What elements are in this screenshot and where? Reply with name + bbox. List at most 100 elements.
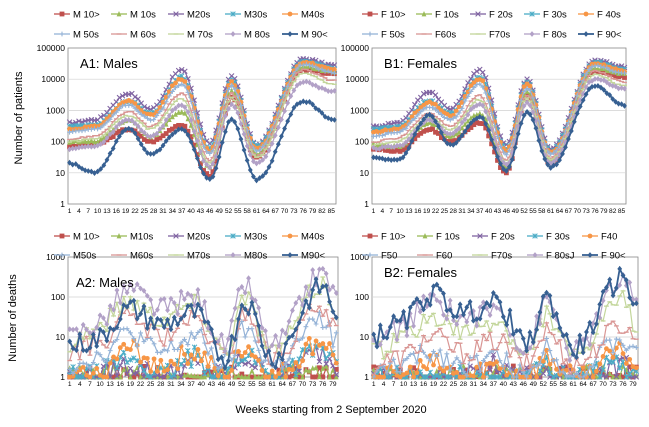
- x-tick-label: 43: [208, 381, 216, 388]
- data-point: [129, 117, 135, 124]
- data-point: [259, 374, 265, 380]
- data-point: [303, 61, 309, 67]
- legend-label: F70s: [489, 30, 510, 41]
- data-point: [330, 367, 336, 373]
- data-point: [239, 319, 245, 324]
- data-point: [182, 127, 188, 134]
- data-point: [87, 344, 93, 351]
- data-point: [554, 357, 559, 363]
- data-point: [131, 355, 137, 361]
- data-point: [194, 152, 200, 157]
- data-point: [627, 364, 633, 370]
- data-point: [590, 374, 596, 380]
- x-tick-label: 52: [520, 208, 528, 215]
- data-point: [527, 329, 533, 336]
- data-point: [213, 153, 219, 160]
- data-point: [587, 341, 593, 348]
- legend-label: M30s: [244, 10, 267, 21]
- data-point: [377, 341, 383, 348]
- data-point: [620, 374, 626, 380]
- x-tick-label: 22: [131, 208, 139, 215]
- x-tick-label: 31: [167, 381, 175, 388]
- data-point: [97, 114, 104, 120]
- x-tick-label: 49: [512, 208, 520, 215]
- data-point: [427, 291, 433, 298]
- data-point: [286, 374, 292, 380]
- data-point: [377, 322, 383, 329]
- data-point: [229, 87, 235, 94]
- data-point: [198, 306, 204, 313]
- data-point: [430, 126, 435, 132]
- data-point: [134, 343, 140, 349]
- data-point: [279, 116, 284, 123]
- data-point: [421, 349, 426, 355]
- data-point: [391, 369, 397, 374]
- data-point: [414, 296, 420, 302]
- legend-entry: F 90<: [582, 251, 626, 262]
- series-a1-9: [67, 98, 337, 184]
- data-point: [415, 125, 421, 132]
- data-point: [317, 365, 322, 371]
- data-point: [427, 301, 433, 308]
- data-point: [317, 266, 322, 273]
- data-point: [300, 309, 305, 316]
- x-tick-label: 31: [159, 208, 167, 215]
- data-point: [468, 120, 474, 127]
- data-point: [275, 141, 281, 148]
- data-point: [489, 111, 495, 117]
- data-point: [114, 365, 120, 371]
- legend-label: M10s: [130, 232, 153, 243]
- data-point: [527, 374, 533, 380]
- data-point: [135, 123, 141, 130]
- data-point: [80, 364, 86, 370]
- data-point: [288, 76, 294, 82]
- series-a1-5: [67, 61, 337, 156]
- data-point: [436, 109, 441, 115]
- data-point: [418, 109, 424, 115]
- data-point: [374, 343, 380, 350]
- data-point: [160, 99, 166, 105]
- data-point: [490, 302, 496, 308]
- data-point: [515, 130, 521, 137]
- data-point: [456, 125, 462, 132]
- legend-entry: F 20s: [472, 232, 515, 243]
- y-tick-label: 1000: [46, 105, 65, 115]
- data-point: [453, 114, 459, 120]
- x-tick-label: 1: [68, 381, 72, 388]
- data-point: [182, 351, 187, 357]
- data-point: [226, 83, 231, 88]
- x-tick-label: 40: [500, 381, 508, 388]
- data-point: [401, 308, 406, 315]
- x-tick-label: 28: [157, 381, 165, 388]
- series-a1-8: [67, 78, 337, 171]
- data-point: [497, 299, 503, 306]
- data-point: [520, 374, 526, 380]
- data-point: [188, 134, 194, 140]
- data-point: [604, 90, 610, 97]
- data-point: [454, 355, 460, 361]
- x-tick-label: 58: [244, 208, 252, 215]
- x-axis-label-weeks: Weeks starting from 2 September 2020: [235, 404, 426, 416]
- data-point: [387, 374, 394, 380]
- x-tick-label: 64: [579, 381, 587, 388]
- x-tick-label: 22: [432, 208, 440, 215]
- data-point: [521, 102, 527, 109]
- data-point: [117, 299, 123, 306]
- data-point: [283, 374, 289, 380]
- data-point: [161, 347, 167, 352]
- data-point: [456, 136, 462, 143]
- data-point: [441, 136, 447, 143]
- x-tick-label: 7: [392, 381, 396, 388]
- x-tick-label: 37: [188, 381, 196, 388]
- data-point: [427, 369, 433, 376]
- data-point: [219, 139, 225, 146]
- series-b2-6: [371, 320, 639, 376]
- data-point: [232, 336, 238, 343]
- data-point: [328, 116, 334, 123]
- data-point: [414, 370, 420, 376]
- data-point: [467, 298, 473, 305]
- data-point: [451, 360, 456, 366]
- x-tick-label: 10: [396, 208, 404, 215]
- data-point: [138, 127, 144, 134]
